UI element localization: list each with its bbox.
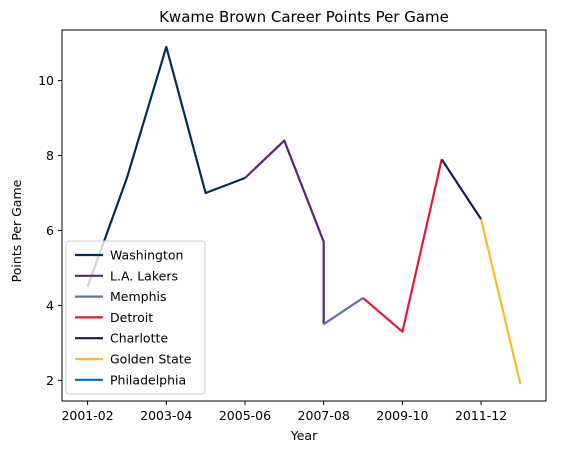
chart-title: Kwame Brown Career Points Per Game bbox=[159, 8, 449, 26]
y-tick-label: 6 bbox=[46, 223, 54, 238]
y-axis-label: Points Per Game bbox=[9, 179, 24, 282]
legend-label-2: Memphis bbox=[110, 289, 167, 304]
series-line-4 bbox=[440, 158, 483, 220]
legend-label-1: L.A. Lakers bbox=[110, 268, 178, 283]
series-line-3 bbox=[362, 159, 443, 333]
y-axis: 2 4 6 8 10 bbox=[38, 73, 62, 388]
x-axis-label: Year bbox=[290, 428, 318, 443]
series-line-0 bbox=[86, 45, 246, 288]
plot-area bbox=[61, 29, 547, 402]
series-line-2 bbox=[323, 296, 364, 326]
legend-label-0: Washington bbox=[110, 248, 183, 263]
y-tick-label: 2 bbox=[46, 373, 54, 388]
legend-label-3: Detroit bbox=[110, 310, 153, 325]
x-tick-label: 2011-12 bbox=[455, 408, 507, 423]
x-tick-label: 2007-08 bbox=[298, 408, 350, 423]
legend-label-4: Charlotte bbox=[110, 331, 168, 346]
y-tick-label: 10 bbox=[38, 73, 54, 88]
x-axis: 2001-02 2003-04 2005-06 2007-08 2009-10 2011-… bbox=[61, 401, 507, 423]
x-tick-label: 2009-10 bbox=[376, 408, 428, 423]
y-tick-label: 4 bbox=[46, 298, 54, 313]
series-line-5 bbox=[480, 218, 522, 385]
x-tick-label: 2003-04 bbox=[140, 408, 192, 423]
legend: Washington L.A. Lakers Memphis Detroit Charl… bbox=[65, 240, 206, 395]
legend-box bbox=[65, 240, 206, 395]
x-tick-label: 2001-02 bbox=[61, 408, 113, 423]
x-tick-label: 2005-06 bbox=[219, 408, 271, 423]
series-line-1 bbox=[244, 139, 325, 325]
y-tick-label: 8 bbox=[46, 148, 54, 163]
plot-frame bbox=[61, 29, 547, 402]
legend-label-5: Golden State bbox=[110, 352, 192, 367]
legend-label-6: Philadelphia bbox=[110, 372, 186, 387]
